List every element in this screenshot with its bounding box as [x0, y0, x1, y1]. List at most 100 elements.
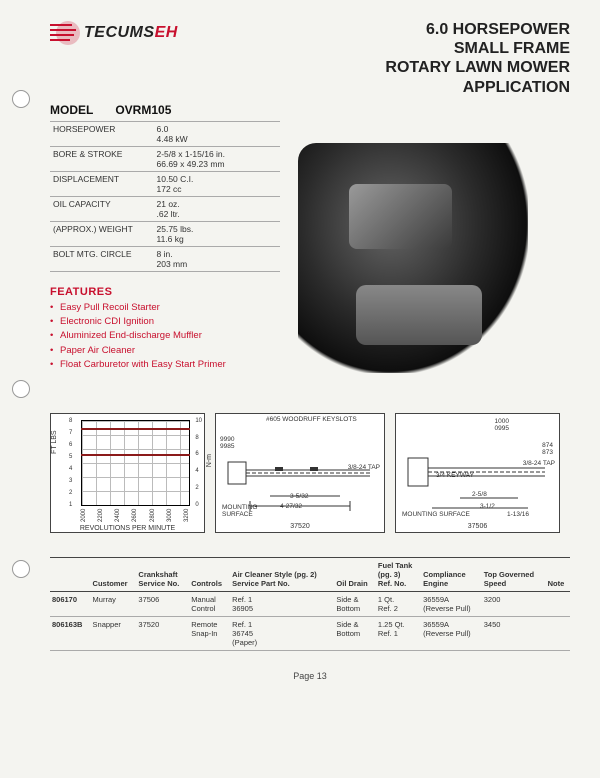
- feature-item: Aluminized End-discharge Muffler: [50, 329, 280, 343]
- spec-row: BORE & STROKE2-5/8 x 1-15/16 in.66.69 x …: [50, 146, 280, 171]
- model-value: OVRM105: [115, 103, 171, 117]
- title-line2: SMALL FRAME: [385, 39, 570, 58]
- y-tick-left: 8: [69, 418, 72, 424]
- diag2-len2: 3-1/2: [480, 503, 495, 510]
- apps-column-header: Controls: [189, 557, 230, 591]
- apps-cell: 37506: [136, 591, 189, 616]
- y-tick-left: 2: [69, 490, 72, 496]
- spec-label: OIL CAPACITY: [50, 196, 154, 221]
- diag2-d1: 874 873: [542, 442, 553, 456]
- diag1-mount: MOUNTING SURFACE: [222, 504, 257, 518]
- y-tick-right: 10: [195, 418, 202, 424]
- brand-name-part2: EH: [155, 24, 178, 41]
- apps-cell: 3450: [482, 616, 546, 650]
- spec-row: (APPROX.) WEIGHT25.75 lbs.11.6 kg: [50, 221, 280, 246]
- spec-value: 2-5/8 x 1-15/16 in.66.69 x 49.23 mm: [154, 146, 281, 171]
- logo-mark-icon: [50, 20, 80, 46]
- spec-label: BOLT MTG. CIRCLE: [50, 246, 154, 271]
- page-title: 6.0 HORSEPOWER SMALL FRAME ROTARY LAWN M…: [385, 20, 570, 97]
- diag1-keyslot-label: #605 WOODRUFF KEYSLOTS: [266, 416, 357, 423]
- brand-name-part1: TECUMS: [84, 24, 155, 41]
- y-tick-right: 2: [195, 485, 202, 491]
- title-line4: APPLICATION: [385, 78, 570, 97]
- diag2-partno: 37506: [396, 523, 559, 530]
- apps-cell: Murray: [91, 591, 137, 616]
- model-label: MODEL: [50, 103, 93, 117]
- apps-cell: [546, 616, 570, 650]
- apps-column-header: Customer: [91, 557, 137, 591]
- apps-cell: 806163B: [50, 616, 91, 650]
- apps-cell: 806170: [50, 591, 91, 616]
- feature-item: Easy Pull Recoil Starter: [50, 301, 280, 315]
- diag2-diam: 1000 0995: [495, 418, 509, 432]
- y-tick-left: 6: [69, 442, 72, 448]
- apps-row: 806163BSnapper37520RemoteSnap-InRef. 136…: [50, 616, 570, 650]
- diag1-partno: 37520: [216, 523, 384, 530]
- apps-cell: [546, 591, 570, 616]
- diag2-len1: 2-5/8: [472, 491, 487, 498]
- diag2-tap: 3/8-24 TAP: [523, 460, 555, 467]
- spec-row: OIL CAPACITY21 oz..62 ltr.: [50, 196, 280, 221]
- engine-base: [356, 285, 483, 345]
- x-tick: 2200: [98, 512, 104, 522]
- x-tick: 2600: [132, 512, 138, 522]
- crankshaft-diagram-1: #605 WOODRUFF KEYSLOTS 9990 9985 3/8-24 …: [215, 413, 385, 533]
- spec-row: HORSEPOWER6.04.48 kW: [50, 121, 280, 146]
- chart-grid: [81, 420, 190, 506]
- chart-y-right-ticks: 10 8 6 4 2 0: [195, 418, 202, 508]
- model-heading: MODEL OVRM105: [50, 103, 280, 117]
- x-tick: 3000: [167, 512, 173, 522]
- apps-row: 806170Murray37506ManualControlRef. 13690…: [50, 591, 570, 616]
- y-tick-right: 6: [195, 451, 202, 457]
- y-tick-right: 4: [195, 468, 202, 474]
- y-tick-right: 0: [195, 502, 202, 508]
- apps-column-header: Note: [546, 557, 570, 591]
- apps-cell: 3200: [482, 591, 546, 616]
- feature-item: Paper Air Cleaner: [50, 344, 280, 358]
- spec-label: HORSEPOWER: [50, 121, 154, 146]
- chart-series-1: [81, 428, 190, 430]
- x-tick: 2400: [115, 512, 121, 522]
- apps-cell: 1 Qt.Ref. 2: [376, 591, 421, 616]
- diag2-note: 3/4 KEYWAY: [436, 472, 474, 479]
- feature-item: Electronic CDI Ignition: [50, 315, 280, 329]
- torque-chart: FT LBS N-m 87654321 1086420 200022002400…: [50, 413, 205, 533]
- features-heading: FEATURES: [50, 286, 280, 298]
- crankshaft-diagram-2: 1000 0995 874 873 3/8-24 TAP 3/4 KEYWAY …: [395, 413, 560, 533]
- brand-logo: TECUMSEH: [50, 20, 178, 46]
- spec-row: DISPLACEMENT10.50 C.I.172 cc: [50, 171, 280, 196]
- chart-y-right-label: N-m: [206, 454, 213, 467]
- chart-y-left-label: FT LBS: [51, 430, 58, 454]
- feature-item: Float Carburetor with Easy Start Primer: [50, 358, 280, 372]
- spec-value: 21 oz..62 ltr.: [154, 196, 281, 221]
- apps-cell: 36559A(Reverse Pull): [421, 591, 482, 616]
- engine-photo: [298, 143, 528, 373]
- brand-name: TECUMSEH: [84, 24, 178, 42]
- spec-label: (APPROX.) WEIGHT: [50, 221, 154, 246]
- applications-table: CustomerCrankshaftService No.ControlsAir…: [50, 557, 570, 651]
- apps-column-header: ComplianceEngine: [421, 557, 482, 591]
- apps-column-header: Fuel Tank(pg. 3)Ref. No.: [376, 557, 421, 591]
- y-tick-left: 1: [69, 502, 72, 508]
- diag2-mount: MOUNTING SURFACE: [402, 511, 470, 518]
- apps-cell: Side &Bottom: [334, 616, 375, 650]
- apps-column-header: [50, 557, 91, 591]
- apps-cell: RemoteSnap-In: [189, 616, 230, 650]
- engine-cover: [349, 184, 453, 248]
- apps-cell: ManualControl: [189, 591, 230, 616]
- spec-label: BORE & STROKE: [50, 146, 154, 171]
- spec-value: 10.50 C.I.172 cc: [154, 171, 281, 196]
- apps-body: 806170Murray37506ManualControlRef. 13690…: [50, 591, 570, 650]
- chart-series-2: [81, 454, 190, 456]
- apps-cell: 1.25 Qt.Ref. 1: [376, 616, 421, 650]
- title-line3: ROTARY LAWN MOWER: [385, 58, 570, 77]
- x-tick: 2800: [150, 512, 156, 522]
- features-block: FEATURES Easy Pull Recoil StarterElectro…: [50, 286, 280, 372]
- content-row: MODEL OVRM105 HORSEPOWER6.04.48 kWBORE &…: [50, 103, 570, 373]
- diag2-len3: 1-13/16: [507, 511, 529, 518]
- spec-value: 6.04.48 kW: [154, 121, 281, 146]
- y-tick-right: 8: [195, 435, 202, 441]
- spec-table: HORSEPOWER6.04.48 kWBORE & STROKE2-5/8 x…: [50, 121, 280, 272]
- apps-cell: 37520: [136, 616, 189, 650]
- spec-value: 8 in.203 mm: [154, 246, 281, 271]
